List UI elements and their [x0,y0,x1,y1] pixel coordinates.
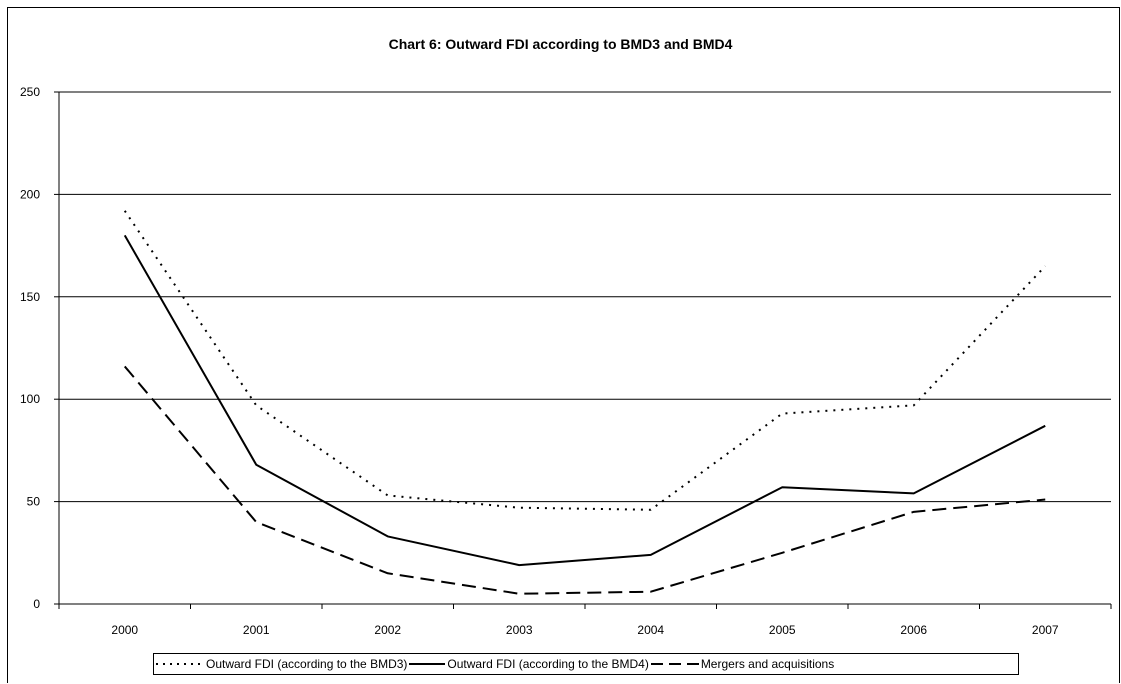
series-line-bmd4 [123,234,1046,567]
legend-swatch-solid [409,663,446,665]
chart-frame [7,7,1120,683]
y-tick-label: 0 [33,597,40,611]
chart-title: Chart 6: Outward FDI according to BMD3 a… [388,36,733,52]
x-tick-label: 2002 [374,623,401,637]
y-tick-label: 200 [20,187,40,201]
y-tick-label: 250 [20,85,40,99]
y-tick-label: 100 [20,392,40,406]
y-tick-labels: 0 50 100 150 200 250 [20,85,40,611]
x-tick-label: 2001 [243,623,270,637]
legend-swatch-dotted [156,663,204,665]
x-tick-labels: 2000 2001 2002 2003 2004 2005 2006 2007 [111,623,1059,637]
x-tick-label: 2005 [769,623,796,637]
x-tick-label: 2003 [506,623,533,637]
x-tick-label: 2000 [111,623,138,637]
axes [54,91,1112,609]
series-line-mergers-acquisitions [123,365,1046,595]
legend-item-bmd4: Outward FDI (according to the BMD4) [407,657,649,671]
series-lines [123,210,1046,595]
y-tick-label: 150 [20,290,40,304]
y-tick-label: 50 [27,495,41,509]
gridlines [59,91,1111,503]
series-line-bmd3 [123,210,1046,511]
x-tick-label: 2007 [1032,623,1059,637]
legend-label: Mergers and acquisitions [700,657,835,671]
legend-label: Outward FDI (according to the BMD3) [206,657,408,671]
legend-item-bmd3: Outward FDI (according to the BMD3) [154,657,407,671]
legend-swatch-dashed [650,663,699,665]
x-tick-label: 2004 [637,623,664,637]
legend-label: Outward FDI (according to the BMD4) [447,657,649,671]
legend: Outward FDI (according to the BMD3) Outw… [153,653,1019,675]
x-tick-label: 2006 [900,623,927,637]
legend-item-mna: Mergers and acquisitions [649,657,834,671]
